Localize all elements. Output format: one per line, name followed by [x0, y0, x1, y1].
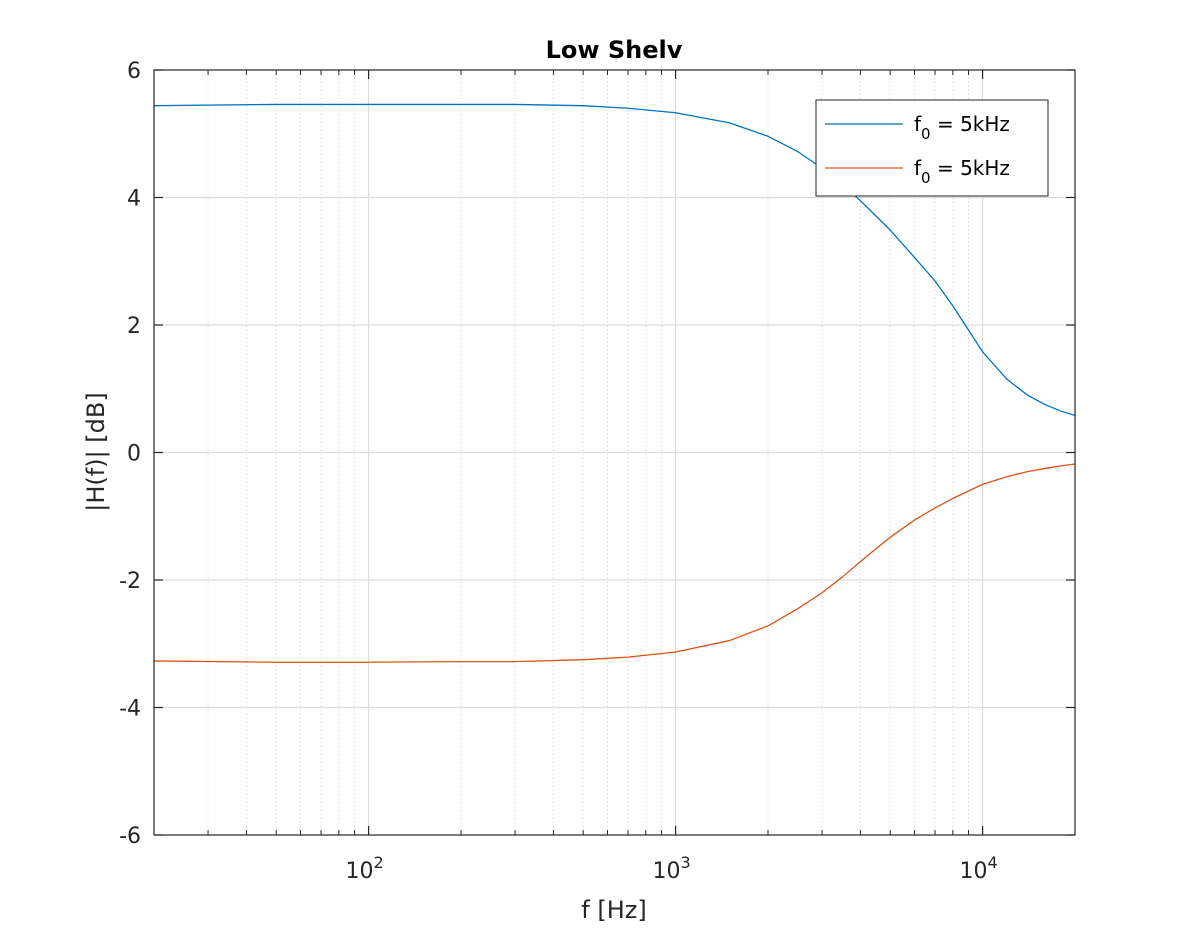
- legend-label-main: f: [914, 112, 922, 136]
- x-tick-label: 102: [345, 853, 383, 884]
- y-tick-label: -2: [119, 569, 141, 594]
- x-tick-exponent: 3: [680, 853, 690, 872]
- x-tick-exponent: 2: [373, 853, 383, 872]
- y-tick-label: -4: [119, 697, 141, 722]
- y-tick-label: -6: [119, 824, 141, 849]
- legend-label-2: f0 = 5kHz: [914, 156, 1010, 187]
- y-tick-label: 6: [127, 59, 141, 84]
- x-tick-base: 10: [652, 859, 680, 884]
- legend-label-subscript: 0: [921, 169, 931, 187]
- legend-box: [815, 99, 1049, 197]
- y-tick-label: 4: [127, 187, 141, 212]
- x-tick-label: 103: [652, 853, 690, 884]
- legend-label-rest: = 5kHz: [931, 156, 1010, 180]
- x-tick-label: 104: [959, 853, 997, 884]
- y-tick-label: 2: [127, 314, 141, 339]
- x-tick-base: 10: [345, 859, 373, 884]
- y-axis-label: |H(f)| [dB]: [82, 392, 110, 511]
- series-line-2: [153, 463, 1076, 663]
- x-tick-base: 10: [959, 859, 987, 884]
- legend-label-subscript: 0: [921, 125, 931, 143]
- x-axis-label: f [Hz]: [581, 896, 646, 924]
- chart-title: Low Shelv: [546, 36, 683, 64]
- legend-label-rest: = 5kHz: [931, 112, 1010, 136]
- grid: [154, 70, 1075, 835]
- legend-label-main: f: [914, 156, 922, 180]
- x-tick-exponent: 4: [987, 853, 997, 872]
- y-tick-label: 0: [127, 442, 141, 467]
- legend-label-1: f0 = 5kHz: [914, 112, 1010, 143]
- ticks: [154, 69, 1075, 836]
